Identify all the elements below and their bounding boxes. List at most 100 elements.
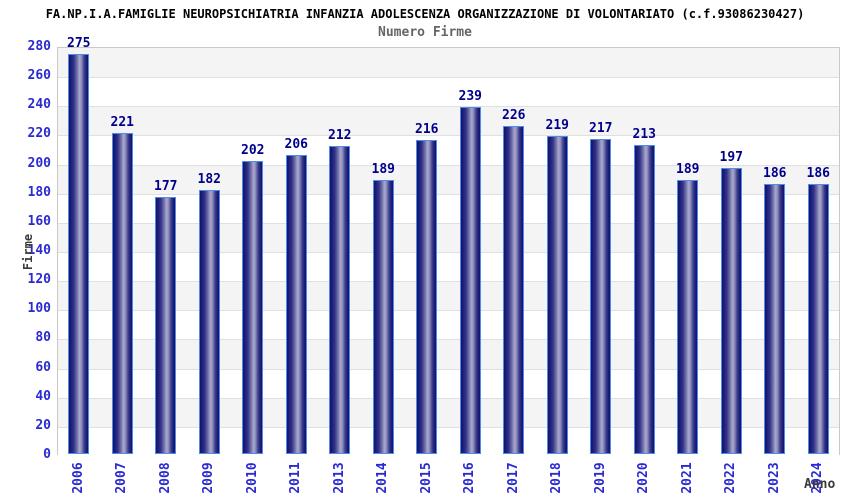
bar-value-label: 189 [676, 161, 700, 177]
bar-2011 [285, 154, 307, 454]
bar-2016 [459, 106, 481, 454]
bar-2022 [720, 167, 742, 454]
bar-2024 [807, 183, 829, 454]
bar-value-label: 275 [67, 36, 91, 52]
y-tick-label: 280 [27, 39, 51, 54]
bar-2007 [111, 132, 133, 454]
bar-value-label: 221 [110, 114, 134, 130]
plot-band [58, 48, 839, 78]
gridline [58, 193, 839, 195]
gridline [58, 164, 839, 166]
x-tick-label: 2014 [375, 462, 391, 494]
x-tick-label: 2020 [636, 462, 652, 494]
y-tick-label: 120 [27, 272, 51, 288]
y-tick-label: 240 [27, 97, 51, 113]
bar-2006 [68, 54, 90, 454]
x-tick-label: 2023 [766, 462, 782, 494]
gridline [58, 222, 839, 224]
plot-band [58, 193, 839, 223]
bar-value-label: 217 [589, 120, 613, 136]
bar-2020 [633, 144, 655, 454]
bar-value-label: 239 [458, 88, 482, 104]
bar-value-label: 216 [415, 122, 439, 138]
plot-band [58, 397, 839, 427]
bar-value-label: 219 [545, 117, 569, 133]
y-tick-label: 100 [27, 301, 51, 317]
gridline [58, 77, 839, 79]
bar-2021 [677, 179, 699, 454]
y-tick-label: 40 [35, 388, 51, 404]
x-tick-label: 2009 [201, 462, 217, 494]
plot-band [58, 77, 839, 107]
y-tick-label: 60 [35, 359, 51, 375]
plot-band [58, 339, 839, 369]
y-tick-label: 200 [27, 155, 51, 171]
bar-2008 [155, 197, 177, 454]
y-axis-label: Firme [21, 233, 35, 271]
gridline [58, 106, 839, 108]
gridline [58, 368, 839, 370]
bar-value-label: 186 [763, 165, 787, 181]
y-tick-label: 180 [27, 184, 51, 200]
bar-2013 [329, 146, 351, 454]
chart-title: FA.NP.I.A.FAMIGLIE NEUROPSICHIATRIA INFA… [45, 7, 805, 21]
bar-value-label: 186 [806, 165, 830, 181]
x-tick-label: 2007 [114, 462, 130, 494]
gridline [58, 426, 839, 428]
x-tick-label: 2010 [244, 462, 260, 494]
plot-band [58, 222, 839, 252]
bar-value-label: 206 [284, 136, 308, 152]
plot-band [58, 281, 839, 311]
plot-band [58, 252, 839, 282]
x-tick-label: 2015 [418, 462, 434, 494]
gridline [58, 281, 839, 283]
x-tick-label: 2019 [592, 462, 608, 494]
x-tick-label: 2018 [549, 462, 565, 494]
bar-2017 [503, 125, 525, 454]
bar-2014 [372, 179, 394, 454]
y-tick-label: 140 [27, 243, 51, 258]
x-tick-label: 2017 [505, 462, 521, 494]
bar-value-label: 213 [632, 126, 656, 142]
x-tick-label: 2013 [331, 462, 347, 494]
bar-2023 [764, 183, 786, 454]
plot-band [58, 135, 839, 165]
gridline [58, 135, 839, 137]
bar-2015 [416, 140, 438, 454]
bar-value-label: 202 [241, 142, 265, 158]
x-tick-label: 2021 [679, 462, 695, 494]
x-axis-label: Anno [804, 477, 836, 492]
bar-2010 [242, 160, 264, 454]
y-tick-label: 0 [43, 447, 51, 462]
plot-band [58, 106, 839, 136]
x-tick-label: 2006 [70, 462, 86, 494]
y-tick-label: 260 [27, 68, 51, 84]
gridline [58, 252, 839, 253]
x-tick-label: 2011 [288, 462, 304, 494]
x-tick-label: 2008 [157, 462, 173, 494]
bar-value-label: 197 [719, 149, 743, 165]
bar-value-label: 212 [328, 128, 352, 144]
bar-2019 [590, 138, 612, 454]
plot-band [58, 426, 839, 456]
plot-area [57, 47, 840, 456]
x-tick-label: 2022 [723, 462, 739, 494]
x-tick-label: 2016 [462, 462, 478, 494]
plot-band [58, 164, 839, 194]
y-tick-label: 20 [35, 417, 51, 433]
bar-value-label: 226 [502, 107, 526, 123]
bar-value-label: 177 [154, 179, 178, 195]
y-tick-label: 220 [27, 126, 51, 142]
chart-subtitle: Numero Firme [378, 25, 472, 40]
y-tick-label: 80 [35, 330, 51, 346]
bar-2018 [546, 135, 568, 454]
gridline [58, 339, 839, 341]
bar-value-label: 182 [197, 171, 221, 187]
plot-band [58, 310, 839, 340]
gridline [58, 397, 839, 399]
gridline [58, 310, 839, 312]
bar-value-label: 189 [371, 161, 395, 177]
plot-band [58, 368, 839, 398]
y-tick-label: 160 [27, 213, 51, 229]
